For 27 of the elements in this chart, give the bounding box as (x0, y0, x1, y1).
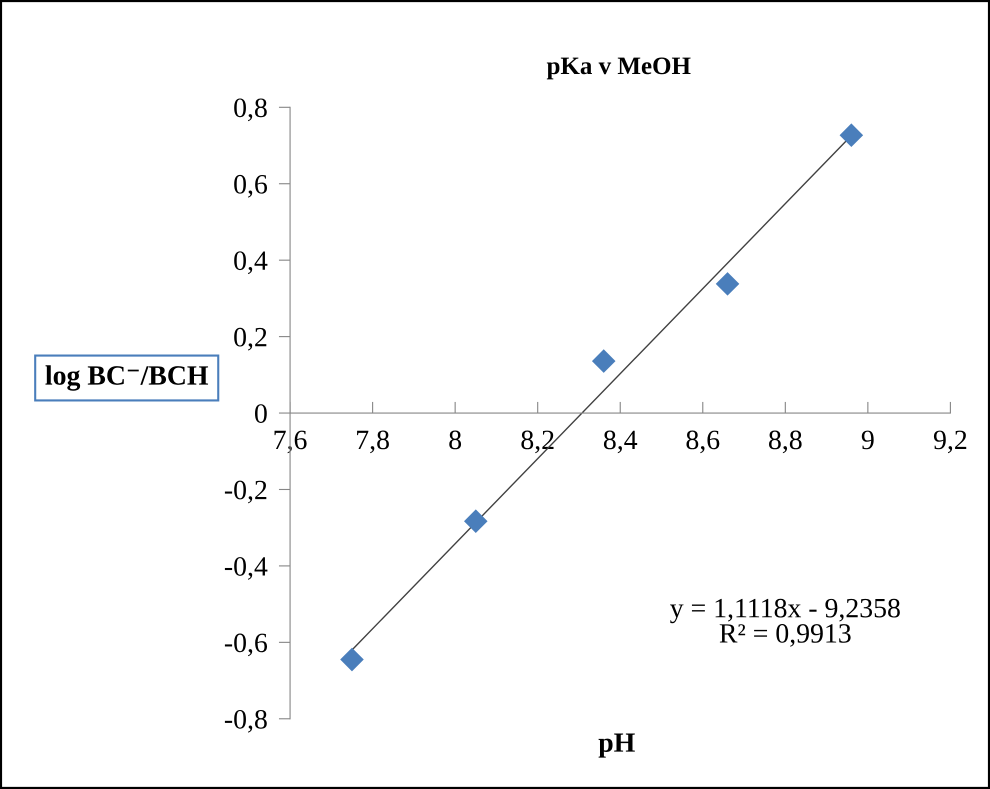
x-tick-label: 7,6 (274, 430, 307, 454)
annotation: y = 1,1118x - 9,2358 R² = 0,9913 (670, 598, 900, 647)
y-tick-label: -0,2 (224, 480, 266, 504)
x-tick-label: 8,4 (604, 430, 638, 454)
point (464, 510, 488, 533)
y-tick-label: 0 (255, 404, 267, 423)
point (840, 124, 863, 147)
x-axis-title: pH (598, 733, 635, 758)
y-tick-label: -0,8 (224, 710, 267, 733)
point (592, 350, 616, 373)
y-tick-label: 0,2 (234, 328, 266, 351)
x-tick-label: 9,2 (934, 430, 966, 454)
chart-title: pKa v MeOH (546, 57, 691, 80)
x-tick-label: 9 (862, 430, 874, 450)
x-tick-label: 8,2 (521, 430, 554, 454)
y-tick-label: 0,4 (234, 251, 268, 274)
y-axis-title: log BC⁻/BCH (45, 365, 208, 391)
y-tick-label: -0,6 (224, 634, 268, 656)
x-tick-label: 8,6 (686, 430, 720, 454)
y-tick-label: -0,4 (224, 557, 268, 580)
point (716, 272, 740, 296)
x-tick-label: 8,8 (769, 430, 802, 454)
y-tick-label: 0,8 (234, 98, 267, 122)
point (340, 648, 364, 672)
y-tick-label: 0,6 (234, 174, 268, 198)
x-tick-label: 8 (449, 430, 462, 450)
x-tick-label: 7,8 (357, 430, 389, 454)
